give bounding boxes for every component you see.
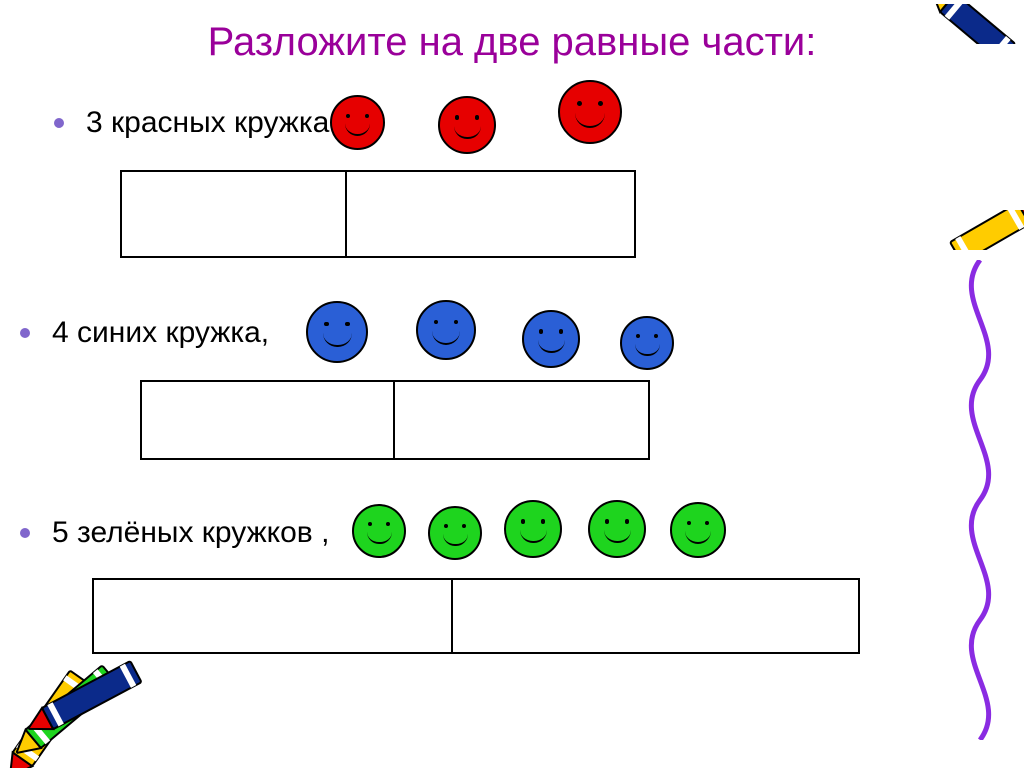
squiggle-icon <box>940 260 1020 740</box>
bullet-icon <box>20 328 30 338</box>
smiley-icon <box>306 301 368 363</box>
row-red: 3 красных кружка <box>54 106 329 140</box>
crayon-icon <box>940 210 1024 250</box>
table-cell <box>453 580 858 652</box>
split-table <box>92 578 860 654</box>
row-label-red: 3 красных кружка <box>86 106 329 140</box>
smiley-icon <box>438 96 496 154</box>
split-table <box>120 170 636 258</box>
smiley-icon <box>558 80 622 144</box>
bullet-icon <box>54 118 64 128</box>
smiley-icon <box>416 300 476 360</box>
smiley-icon <box>428 506 482 560</box>
row-green: 5 зелёных кружков , <box>20 516 329 550</box>
row-label-green: 5 зелёных кружков , <box>52 516 329 550</box>
crayon-icon <box>19 645 161 746</box>
split-table <box>140 380 650 460</box>
smiley-icon <box>522 310 580 368</box>
table-cell <box>395 382 648 458</box>
table-cell <box>347 172 634 256</box>
smiley-icon <box>352 504 406 558</box>
page-title: Разложите на две равные части: <box>0 0 1024 65</box>
bullet-icon <box>20 528 30 538</box>
table-cell <box>142 382 395 458</box>
table-cell <box>122 172 347 256</box>
smiley-icon <box>504 500 562 558</box>
row-label-blue: 4 синих кружка, <box>52 316 269 350</box>
smiley-icon <box>670 502 726 558</box>
crayon-icon <box>918 4 1024 44</box>
smiley-icon <box>588 500 646 558</box>
row-blue: 4 синих кружка, <box>20 316 269 350</box>
crayons-bottom-left <box>0 640 200 768</box>
smiley-icon <box>620 316 674 370</box>
smiley-icon <box>330 95 385 150</box>
